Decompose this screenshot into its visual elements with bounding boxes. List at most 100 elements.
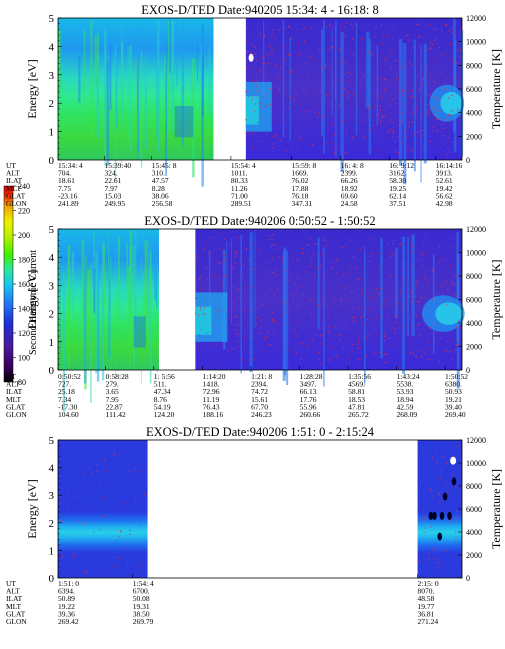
- temperature-point: [374, 105, 376, 107]
- temperature-point: [413, 250, 415, 252]
- temperature-point: [310, 313, 312, 315]
- temperature-point: [431, 270, 433, 273]
- temperature-point: [363, 75, 365, 77]
- table-cell: 67.70: [251, 402, 268, 411]
- table-cell: 15:39:40: [104, 161, 131, 170]
- temperature-point: [433, 111, 435, 114]
- temperature-point: [392, 28, 394, 30]
- table-cell: 7.95: [106, 395, 119, 404]
- table-cell: 15:34: 4: [58, 161, 83, 170]
- temperature-point: [407, 34, 409, 36]
- table-cell: 260.66: [300, 410, 321, 419]
- temperature-point: [402, 308, 404, 311]
- temperature-point: [257, 121, 259, 124]
- temperature-point: [410, 325, 412, 328]
- temperature-point: [317, 304, 319, 306]
- temperature-point: [435, 118, 438, 120]
- temperature-point: [352, 38, 354, 40]
- temperature-point: [399, 243, 401, 245]
- temperature-point: [424, 519, 426, 521]
- table-cell: 54.19: [154, 402, 171, 411]
- temperature-point: [452, 141, 454, 143]
- table-cell: 269.79: [133, 617, 154, 626]
- temperature-point: [423, 531, 425, 534]
- temperature-point: [452, 110, 454, 112]
- y2-axis-label: Temperature [K]: [489, 49, 503, 129]
- temperature-point: [410, 340, 412, 342]
- temperature-point: [277, 75, 279, 78]
- temperature-point: [96, 464, 98, 466]
- temperature-point: [371, 253, 373, 255]
- table-cell: 36.81: [418, 609, 435, 618]
- temperature-point: [323, 334, 325, 336]
- temperature-point: [434, 58, 436, 60]
- y2-tick-label: 2000: [466, 343, 482, 352]
- temperature-point: [345, 132, 347, 134]
- temperature-point: [456, 561, 458, 564]
- colorbar-tick-label: 80: [18, 378, 26, 387]
- spectrogram-streak: [263, 21, 265, 93]
- temperature-point: [460, 327, 462, 329]
- temperature-point: [381, 97, 383, 99]
- y-tick-label: 2: [49, 518, 55, 530]
- temperature-point: [390, 67, 392, 69]
- temperature-point: [114, 542, 117, 544]
- temperature-point: [238, 296, 240, 298]
- table-cell: 269.40: [445, 410, 466, 419]
- table-cell: 6380.: [445, 380, 462, 389]
- table-cell: 1:54: 4: [133, 579, 154, 588]
- temperature-point: [457, 320, 459, 322]
- y-axis-label: Energy [eV]: [25, 270, 39, 329]
- temperature-point: [443, 143, 445, 145]
- temperature-point: [241, 359, 243, 361]
- temperature-point: [372, 45, 374, 47]
- temperature-point: [380, 119, 382, 121]
- temperature-point: [405, 146, 407, 148]
- temperature-point: [72, 556, 74, 558]
- table-row-label: UT: [6, 579, 16, 588]
- temperature-point: [324, 299, 326, 301]
- temperature-point: [364, 362, 366, 365]
- temperature-point: [451, 110, 453, 112]
- temperature-point: [351, 73, 353, 75]
- temperature-point: [299, 342, 301, 344]
- temperature-point: [447, 289, 449, 292]
- temperature-point: [357, 358, 360, 361]
- temperature-point: [434, 29, 436, 31]
- temperature-point: [81, 523, 83, 525]
- temperature-point: [334, 301, 336, 303]
- chart-panel-3: EXOS-D/TED Date:940206 1:51: 0 - 2:15:24…: [6, 425, 503, 626]
- temperature-point: [271, 238, 273, 240]
- y2-tick-label: 6000: [466, 505, 482, 514]
- temperature-point: [255, 103, 257, 105]
- temperature-point: [253, 359, 255, 361]
- temperature-point: [432, 548, 434, 550]
- temperature-point: [386, 353, 388, 355]
- temperature-point: [398, 303, 400, 305]
- temperature-point: [200, 336, 203, 338]
- temperature-point: [342, 274, 344, 276]
- temperature-point: [196, 257, 199, 259]
- temperature-point: [113, 451, 115, 453]
- temperature-point: [443, 128, 445, 130]
- table-cell: 124.20: [154, 410, 175, 419]
- temperature-point: [211, 325, 213, 327]
- temperature-point: [255, 85, 258, 87]
- table-row-label: GLON: [6, 199, 27, 208]
- temperature-point: [276, 274, 278, 276]
- temperature-point: [127, 564, 129, 566]
- table-cell: 72.96: [203, 387, 220, 396]
- temperature-point: [76, 495, 79, 498]
- table-cell: 48.58: [418, 594, 435, 603]
- temperature-point: [390, 251, 392, 253]
- temperature-point: [198, 278, 200, 281]
- temperature-point: [396, 73, 398, 75]
- temperature-point: [309, 238, 311, 240]
- temperature-point: [302, 294, 305, 296]
- temperature-point: [357, 278, 359, 280]
- temperature-point: [277, 73, 279, 75]
- temperature-point: [347, 91, 349, 93]
- temperature-point: [339, 338, 341, 341]
- temperature-point: [355, 266, 357, 268]
- temperature-point: [334, 316, 336, 318]
